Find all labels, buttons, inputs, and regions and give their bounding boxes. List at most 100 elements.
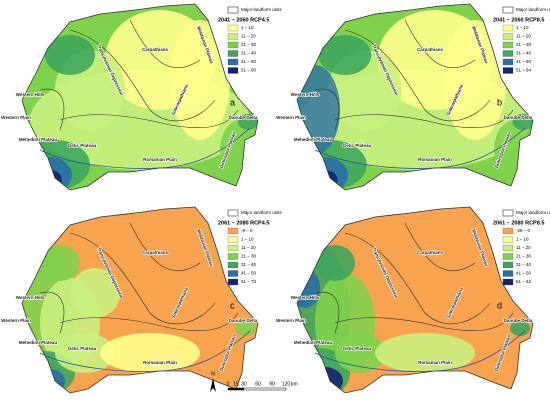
landform-label: Western Plain [276, 318, 306, 323]
landform-label: Getic Plateau [68, 143, 97, 148]
scale-label: 0 [227, 381, 230, 387]
map-zone [45, 35, 95, 75]
landform-label: Carpathians [142, 47, 169, 52]
legend-label: 21 – 30 [241, 42, 257, 47]
landform-label: Danube Delta [229, 318, 258, 323]
legend-outline-swatch [227, 6, 239, 14]
legend-outline-label: Major landform units [516, 210, 550, 215]
map-zone [312, 170, 338, 190]
landform-label: Western Plain [276, 115, 306, 120]
danube [39, 127, 251, 169]
map-zone [335, 333, 385, 373]
landform-label: Carpathians [417, 47, 444, 52]
legend-swatch [502, 227, 514, 235]
legend-title: 2041 – 2060 RCP8.5 [493, 17, 544, 23]
legend-label: 51 – 62 [516, 279, 532, 284]
legend-swatch [502, 261, 514, 269]
legend-swatch [227, 50, 239, 57]
landform-label: Romanian Plain [143, 157, 177, 162]
legend-label: 21 – 30 [241, 254, 257, 259]
map-zone [40, 245, 80, 281]
map-panel: Carpathians Western Hills Western Plain Meh… [276, 206, 550, 394]
legend-swatch [502, 67, 514, 74]
landform-outline [59, 312, 239, 332]
panel-letter: c [230, 300, 235, 310]
map-zone [28, 157, 72, 190]
legend-swatch [502, 50, 514, 57]
legend-swatch [227, 41, 239, 49]
legend-swatch [502, 41, 514, 49]
legend-label: 41 – 50 [241, 59, 257, 64]
map-zone [170, 20, 230, 140]
landform-label: Danube Delta [229, 115, 258, 120]
landform-label: Western Plain [1, 115, 31, 120]
landform-label: Western Hills [291, 92, 320, 97]
scale-label: 60 [255, 381, 261, 387]
legend-outline-label: Major landform units [241, 210, 283, 215]
legend-title: 2041 – 2060 RCP4.5 [218, 17, 269, 23]
landform-label: Western Hills [16, 92, 45, 97]
landform-label: Mehedinti Plateau [19, 137, 58, 142]
legend-label: 51 – 73 [241, 279, 257, 284]
legend-label: 1 – 10 [516, 25, 529, 30]
landform-label: Romanian Plain [143, 360, 177, 365]
legend-swatch [227, 270, 239, 277]
landform-outline [334, 109, 514, 129]
map-zone [35, 369, 65, 393]
legend-label: 21 – 30 [516, 42, 532, 47]
legend-label: 41 – 50 [516, 271, 532, 276]
legend-swatch [227, 24, 239, 32]
legend-swatch [502, 33, 514, 40]
landform-outline [69, 29, 216, 122]
north-label: N [211, 371, 215, 377]
scale-label: 90 [269, 381, 275, 387]
legend-label: 31 – 40 [241, 262, 257, 267]
legend-swatch [227, 236, 239, 243]
legend-label: 31 – 40 [241, 51, 257, 56]
legend-swatch [502, 58, 514, 66]
landform-label: Romanian Plain [418, 157, 452, 162]
legend-swatch [227, 244, 239, 252]
legend-swatch [502, 236, 514, 243]
legend-swatch [502, 278, 514, 286]
legend-swatch [227, 253, 239, 260]
legend-swatch [227, 58, 239, 66]
landform-outline [404, 222, 476, 272]
legend-label: 11 – 20 [516, 34, 531, 39]
landform-label: Western Hills [291, 295, 320, 300]
legend-label: 1 – 10 [241, 25, 254, 30]
map-zone [301, 157, 349, 190]
legend-label: -28 – 0 [516, 228, 531, 233]
map-zone [318, 35, 372, 75]
panel-letter: d [497, 300, 502, 310]
legend-swatch [502, 270, 514, 277]
map-zone [443, 20, 507, 140]
map-zone [55, 333, 115, 373]
landform-label: Mehedinti Plateau [19, 340, 58, 345]
landform-label: Mehedinti Plateau [294, 340, 333, 345]
map-zone [238, 114, 258, 130]
scale-label: 15 [233, 381, 239, 387]
map-panel: Carpathians Western Hills Western Plain Meh… [1, 206, 283, 394]
legend-label: 11 – 20 [241, 34, 256, 39]
landform-outline [334, 312, 514, 332]
legend-label: 51 – 64 [516, 68, 532, 73]
legend-title: 2061 – 2080 RCP4.5 [218, 220, 269, 226]
map-zone [70, 268, 120, 318]
legend-label: -9 – 0 [241, 228, 253, 233]
scale-label: 120 [282, 381, 291, 387]
landform-label: Getic Plateau [343, 346, 372, 351]
map-zone [100, 333, 200, 373]
landform-label: Carpathians [417, 250, 444, 255]
landform-outline [314, 88, 340, 131]
scale-bar: 0 15 30 60 90 120 km N [210, 371, 298, 392]
landform-outline [404, 19, 476, 69]
legend-swatch [502, 244, 514, 252]
landform-label: Romanian Plain [418, 360, 452, 365]
danube [39, 330, 251, 372]
map-zone [315, 245, 355, 281]
map-panel: Carpathians Western Hills Western Plain Meh… [276, 3, 550, 191]
map-zone [375, 333, 475, 373]
legend-outline-swatch [502, 6, 514, 14]
